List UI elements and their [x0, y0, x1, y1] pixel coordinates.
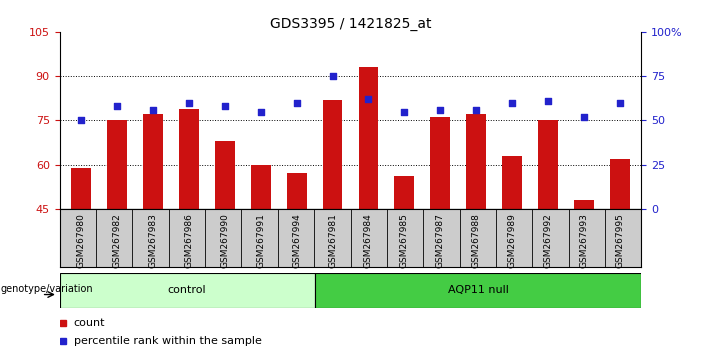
Point — [578, 114, 590, 120]
Text: GSM267994: GSM267994 — [292, 213, 301, 268]
Text: percentile rank within the sample: percentile rank within the sample — [74, 336, 261, 346]
Text: GSM267988: GSM267988 — [472, 213, 481, 268]
Point — [111, 103, 123, 109]
Bar — [430, 118, 450, 209]
Text: control: control — [168, 285, 206, 295]
Text: GSM267983: GSM267983 — [149, 213, 158, 268]
Text: GSM267985: GSM267985 — [400, 213, 409, 268]
Point — [255, 109, 266, 114]
Bar — [107, 120, 127, 209]
Point — [147, 107, 158, 113]
Title: GDS3395 / 1421825_at: GDS3395 / 1421825_at — [270, 17, 431, 31]
Bar — [179, 109, 199, 209]
Bar — [60, 273, 315, 308]
Bar — [143, 114, 163, 209]
Text: GSM267992: GSM267992 — [543, 213, 552, 268]
Bar — [359, 67, 379, 209]
Bar — [466, 114, 486, 209]
Point — [399, 109, 410, 114]
Point — [543, 98, 554, 104]
Bar — [610, 159, 629, 209]
Point — [470, 107, 482, 113]
Text: GSM267993: GSM267993 — [580, 213, 588, 268]
Bar — [502, 156, 522, 209]
Text: GSM267980: GSM267980 — [76, 213, 86, 268]
Text: GSM267986: GSM267986 — [184, 213, 193, 268]
Text: GSM267984: GSM267984 — [364, 213, 373, 268]
Point — [219, 103, 231, 109]
Point — [291, 100, 302, 105]
Bar — [574, 200, 594, 209]
Text: count: count — [74, 318, 105, 328]
Text: GSM267982: GSM267982 — [113, 213, 121, 268]
Bar — [287, 173, 306, 209]
Point — [183, 100, 194, 105]
Bar — [251, 165, 271, 209]
Text: GSM267981: GSM267981 — [328, 213, 337, 268]
Bar — [395, 176, 414, 209]
Point — [76, 118, 87, 123]
Bar — [322, 100, 342, 209]
Text: GSM267991: GSM267991 — [256, 213, 265, 268]
Bar — [72, 167, 91, 209]
Text: genotype/variation: genotype/variation — [1, 284, 93, 293]
Point — [507, 100, 518, 105]
Text: GSM267990: GSM267990 — [220, 213, 229, 268]
Text: GSM267989: GSM267989 — [508, 213, 517, 268]
Bar — [215, 141, 235, 209]
Bar — [315, 273, 641, 308]
Bar — [538, 120, 558, 209]
Text: GSM267995: GSM267995 — [615, 213, 625, 268]
Point — [614, 100, 625, 105]
Text: AQP11 null: AQP11 null — [447, 285, 508, 295]
Point — [435, 107, 446, 113]
Text: GSM267987: GSM267987 — [436, 213, 445, 268]
Point — [327, 73, 338, 79]
Point — [363, 96, 374, 102]
